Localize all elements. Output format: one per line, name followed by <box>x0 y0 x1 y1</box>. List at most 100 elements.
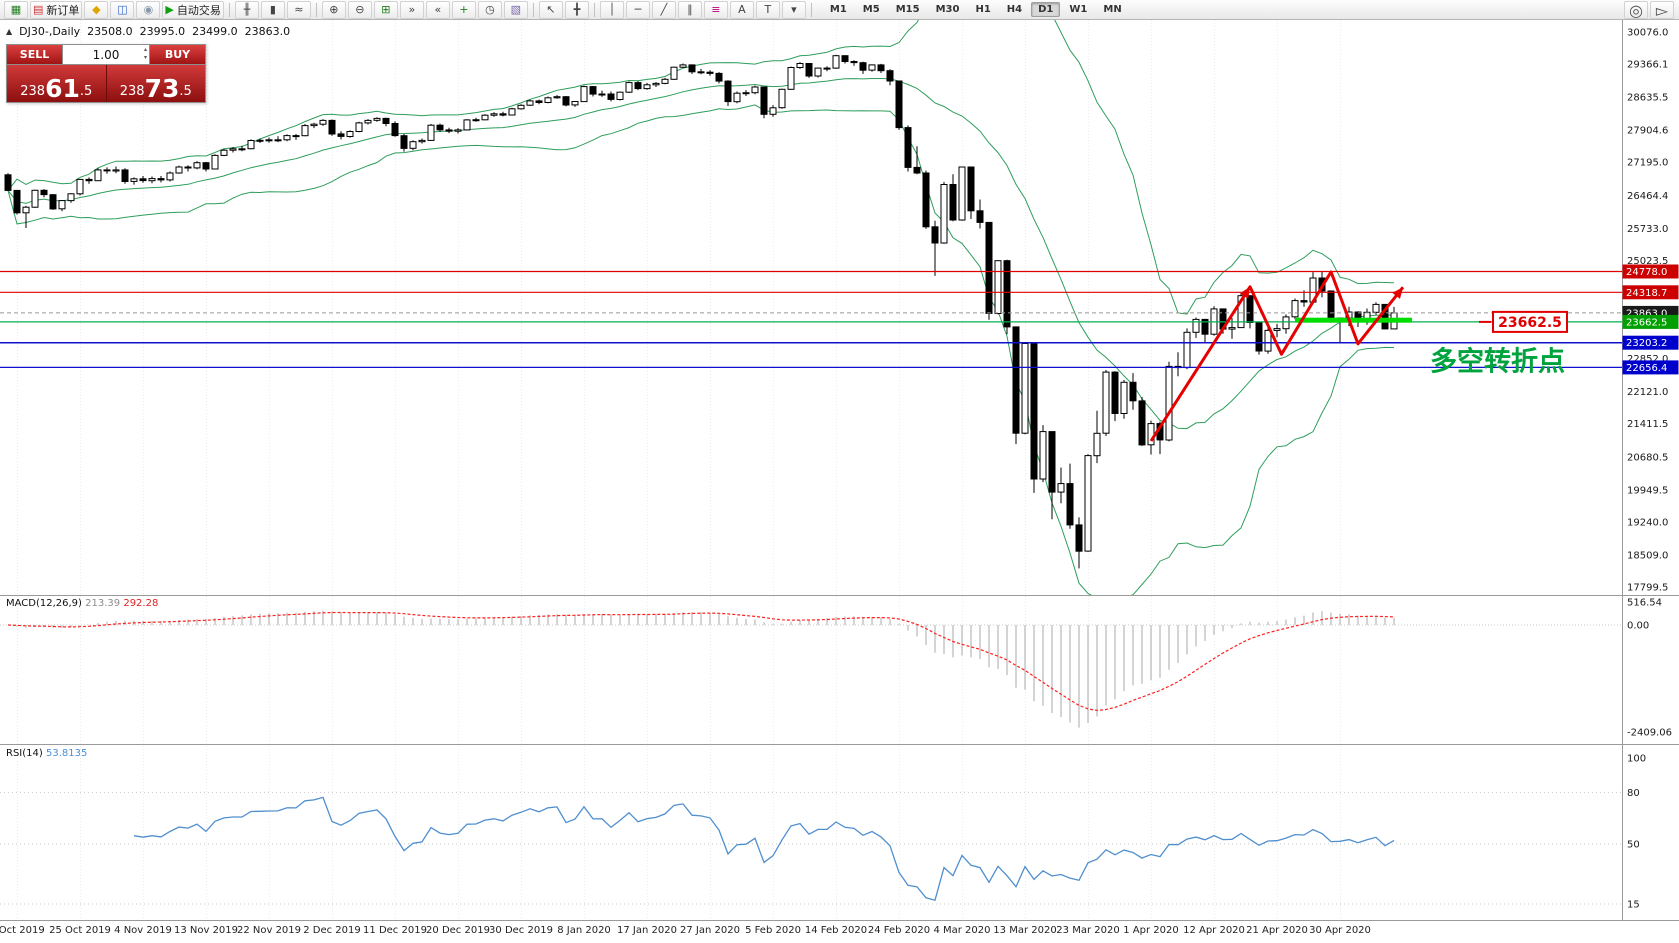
line-chart-icon[interactable]: ≈ <box>286 0 311 19</box>
text-icon[interactable]: A <box>729 0 754 19</box>
crosshair-icon-glyph: ╋ <box>573 3 581 16</box>
bollinger-lower-band <box>7 104 1395 595</box>
volume-input[interactable]: 1.00 ▴ ▾ <box>62 45 150 64</box>
fibonacci-icon[interactable]: ≡ <box>703 0 728 19</box>
zoom-in-icon[interactable]: ⊕ <box>321 0 346 19</box>
text-label-icon-glyph: T <box>764 3 772 16</box>
crosshair-icon[interactable]: ╋ <box>564 0 589 19</box>
chart-shift-icon[interactable]: « <box>425 0 450 19</box>
auto-scroll-icon-glyph: » <box>408 3 416 16</box>
timeframe-h4-button[interactable]: H4 <box>1006 4 1023 15</box>
volume-down-button[interactable]: ▾ <box>143 53 147 61</box>
candlestick-chart-icon[interactable]: ▮ <box>260 0 285 19</box>
svg-text:28635.5: 28635.5 <box>1627 93 1668 104</box>
svg-text:5 Oct 2019: 5 Oct 2019 <box>0 925 45 936</box>
macd-axis-labels: 516.54 0.00 -2409.06 <box>1627 598 1672 739</box>
svg-text:19240.0: 19240.0 <box>1627 517 1668 528</box>
svg-text:14 Feb 2020: 14 Feb 2020 <box>805 925 867 936</box>
timeframe-m30-button[interactable]: M30 <box>935 4 960 15</box>
svg-text:27 Jan 2020: 27 Jan 2020 <box>680 925 740 936</box>
bar-chart-icon[interactable]: ╫ <box>234 0 259 19</box>
svg-text:100: 100 <box>1627 754 1646 765</box>
market-watch-icon[interactable]: ◫ <box>110 0 135 19</box>
alerts-icon-glyph: ◆ <box>92 3 101 16</box>
volume-up-button[interactable]: ▴ <box>143 46 147 53</box>
text-label-icon[interactable]: T <box>755 0 780 19</box>
vertical-line-icon-glyph: │ <box>608 3 616 16</box>
timeframe-m5-button[interactable]: M5 <box>862 4 880 15</box>
periods-dropdown-icon[interactable]: ◷ <box>477 0 502 19</box>
macd-title: MACD(12,26,9) <box>6 598 82 609</box>
alerts-icon[interactable]: ◆ <box>84 0 109 19</box>
bid-frac: .5 <box>79 83 93 99</box>
vertical-line-icon[interactable]: │ <box>599 0 624 19</box>
panel-separators <box>0 20 1679 921</box>
tile-windows-icon[interactable]: ⊞ <box>373 0 398 19</box>
fibonacci-icon-glyph: ≡ <box>711 3 721 16</box>
new-chart-icon[interactable]: ▦ <box>4 0 28 19</box>
support-zone-highlight[interactable] <box>1295 317 1412 323</box>
timeframe-d1-button[interactable]: D1 <box>1031 2 1061 17</box>
chart-canvas[interactable]: 30076.0 29366.1 28635.5 27904.6 27195.0 26464… <box>0 20 1679 943</box>
data-window-icon[interactable]: ◉ <box>136 0 161 19</box>
svg-text:13 Mar 2020: 13 Mar 2020 <box>993 925 1056 936</box>
timeframe-m1-button[interactable]: M1 <box>829 4 847 15</box>
svg-text:25 Oct 2019: 25 Oct 2019 <box>49 925 111 936</box>
indicators-icon[interactable]: + <box>451 0 476 19</box>
price-flag[interactable]: 23662.5 <box>1479 310 1568 333</box>
svg-text:30076.0: 30076.0 <box>1627 28 1668 39</box>
buy-price-button[interactable]: 238 73.5 <box>105 65 205 102</box>
magnifier-icon[interactable]: ◎ <box>1624 1 1648 20</box>
svg-text:20 Dec 2019: 20 Dec 2019 <box>426 925 490 936</box>
svg-text:22852.0: 22852.0 <box>1627 354 1668 365</box>
new-order-button[interactable]: ▤ 新订单 <box>30 0 83 19</box>
market-watch-icon-glyph: ◫ <box>117 3 128 16</box>
equidistant-channel-icon[interactable]: ∥ <box>677 0 702 19</box>
auto-trading-button[interactable]: ▶ 自动交易 <box>162 0 224 19</box>
timeframe-h1-button[interactable]: H1 <box>975 4 991 15</box>
zoom-out-icon-glyph: ⊖ <box>355 3 365 16</box>
close-value: 23863.0 <box>244 25 291 38</box>
ask-frac: .5 <box>179 83 192 99</box>
toolbar-separator <box>810 2 812 17</box>
rsi-title: RSI(14) <box>6 748 43 759</box>
svg-text:30 Apr 2020: 30 Apr 2020 <box>1309 925 1371 936</box>
zoom-out-icon[interactable]: ⊖ <box>347 0 372 19</box>
price-axis-labels[interactable]: 30076.0 29366.1 28635.5 27904.6 27195.0 26464… <box>1627 28 1668 594</box>
svg-text:17 Jan 2020: 17 Jan 2020 <box>617 925 677 936</box>
arrows-dropdown-icon[interactable]: ▾ <box>781 0 806 19</box>
timeframe-m15-button[interactable]: M15 <box>895 4 920 15</box>
sell-button[interactable]: SELL <box>7 45 62 64</box>
bid-prefix: 238 <box>20 83 46 99</box>
chart-area: 30076.0 29366.1 28635.5 27904.6 27195.0 26464… <box>0 20 1679 943</box>
trend-arrows[interactable] <box>1149 270 1405 442</box>
indicators-icon-glyph: + <box>459 3 469 16</box>
macd-histogram <box>16 610 1395 728</box>
auto-scroll-icon[interactable]: » <box>399 0 424 19</box>
timeframe-mn-button[interactable]: MN <box>1103 4 1122 15</box>
svg-text:17799.5: 17799.5 <box>1627 583 1668 594</box>
timeframe-w1-button[interactable]: W1 <box>1069 4 1088 15</box>
tile-windows-icon-glyph: ⊞ <box>381 3 391 16</box>
toolbar-separator <box>593 2 595 17</box>
auto-trading-button-label: 自动交易 <box>176 3 221 17</box>
high-value: 23995.0 <box>139 25 186 38</box>
svg-text:22121.0: 22121.0 <box>1627 387 1668 398</box>
trendline-icon[interactable]: ╱ <box>651 0 676 19</box>
cursor-icon[interactable]: ↖ <box>538 0 563 19</box>
buy-button[interactable]: BUY <box>150 45 205 64</box>
pointer-tool-icon[interactable]: ▻ <box>1650 1 1674 20</box>
equidistant-channel-icon-glyph: ∥ <box>687 3 693 16</box>
svg-text:23203.2: 23203.2 <box>1626 338 1667 349</box>
sell-price-button[interactable]: 238 61.5 <box>7 65 106 102</box>
svg-text:19949.5: 19949.5 <box>1627 485 1668 496</box>
svg-text:13 Nov 2019: 13 Nov 2019 <box>174 925 238 936</box>
templates-icon[interactable]: ▧ <box>503 0 528 19</box>
trendline-icon-glyph: ╱ <box>660 3 668 16</box>
svg-text:30 Dec 2019: 30 Dec 2019 <box>489 925 553 936</box>
svg-text:516.54: 516.54 <box>1627 598 1662 609</box>
svg-text:2 Dec 2019: 2 Dec 2019 <box>303 925 361 936</box>
horizontal-line-icon[interactable]: ─ <box>625 0 650 19</box>
